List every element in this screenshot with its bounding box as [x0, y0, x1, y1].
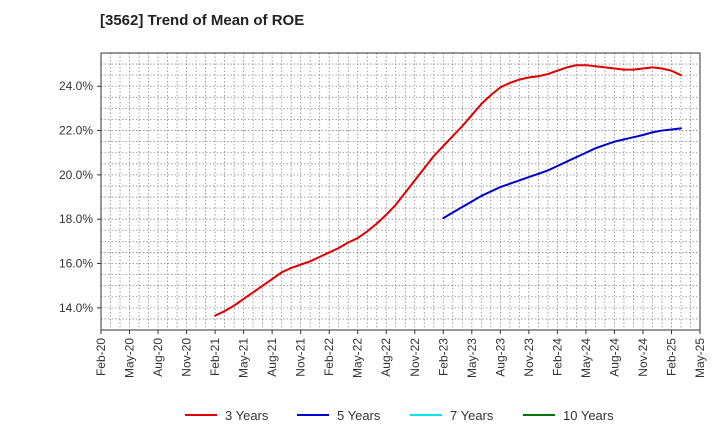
x-tick-label: Nov-23 — [522, 338, 536, 377]
x-tick-label: Aug-23 — [493, 338, 507, 377]
x-tick-label: May-24 — [579, 338, 593, 378]
x-tick-label: Aug-20 — [151, 338, 165, 377]
x-tick-label: Feb-21 — [208, 338, 222, 376]
x-tick-label: Feb-20 — [94, 338, 108, 376]
legend-label-3-years: 3 Years — [225, 408, 269, 423]
x-tick-label: Nov-21 — [294, 338, 308, 377]
series-line-5-years — [442, 127, 682, 220]
chart-title: [3562] Trend of Mean of ROE — [100, 12, 305, 29]
y-tick-label: 22.0% — [59, 124, 93, 138]
x-tick-label: Feb-25 — [664, 338, 678, 376]
y-tick-label: 24.0% — [59, 79, 93, 93]
x-tick-label: Feb-22 — [322, 338, 336, 376]
x-tick-label: May-25 — [693, 338, 707, 378]
plot-border — [100, 52, 701, 331]
y-tick-label: 14.0% — [59, 301, 93, 315]
x-tick-label: Aug-22 — [379, 338, 393, 377]
legend-label-10-years: 10 Years — [563, 408, 614, 423]
y-tick-label: 18.0% — [59, 212, 93, 226]
x-tick-label: Nov-24 — [636, 338, 650, 377]
legend-label-5-years: 5 Years — [337, 408, 381, 423]
x-tick-label: Feb-24 — [550, 338, 564, 376]
legend-label-7-years: 7 Years — [450, 408, 494, 423]
x-tick-label: Nov-20 — [180, 338, 194, 377]
plot-area — [101, 53, 700, 330]
x-tick-label: May-23 — [465, 338, 479, 378]
x-tick-label: Aug-21 — [265, 338, 279, 377]
y-tick-label: 16.0% — [59, 257, 93, 271]
x-tick-label: May-21 — [237, 338, 251, 378]
x-tick-label: Feb-23 — [436, 338, 450, 376]
series-line-3-years — [214, 64, 682, 317]
x-tick-label: Nov-22 — [408, 338, 422, 377]
x-tick-label: Aug-24 — [607, 338, 621, 377]
y-tick-label: 20.0% — [59, 168, 93, 182]
x-tick-label: May-20 — [123, 338, 137, 378]
x-tick-label: May-22 — [351, 338, 365, 378]
